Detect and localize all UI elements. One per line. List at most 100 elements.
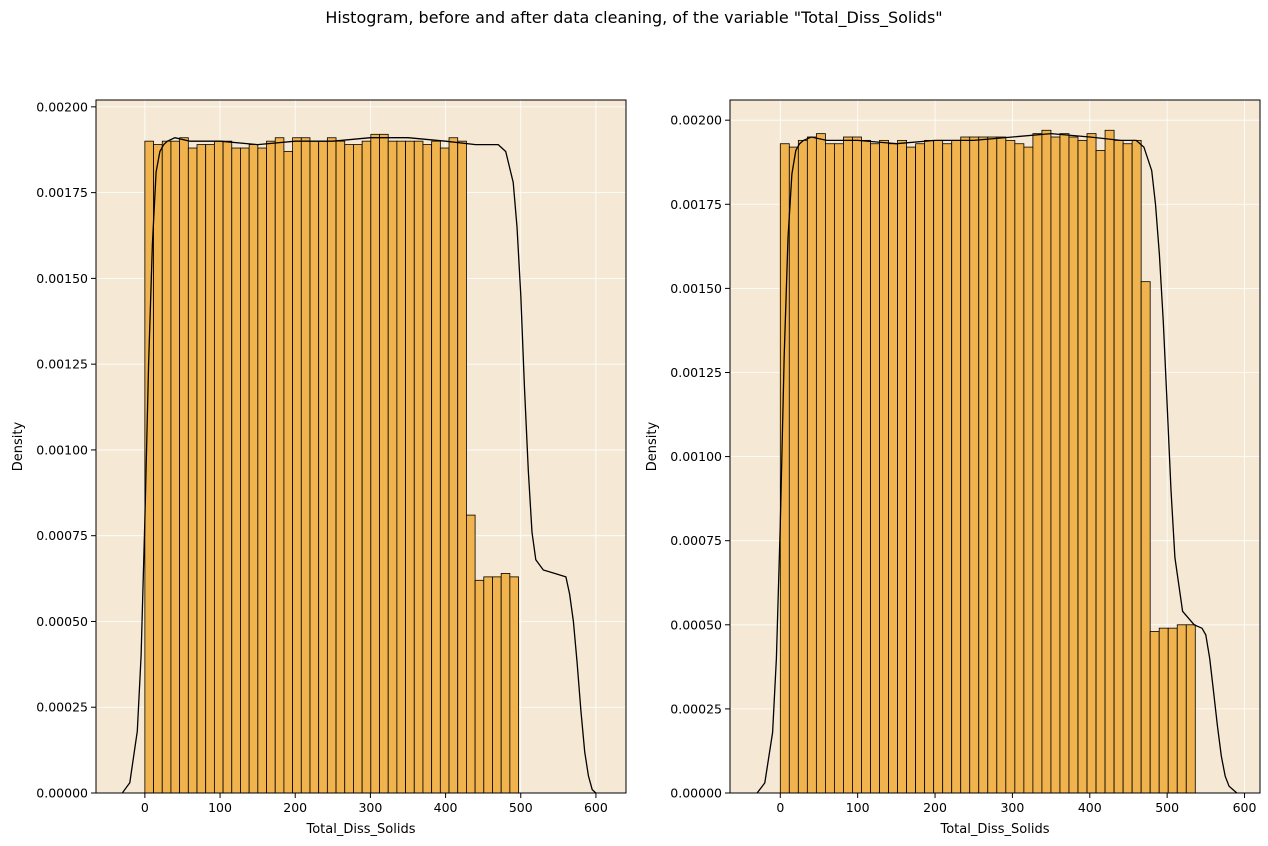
y-tick-label: 0.00125 [670, 365, 722, 380]
histogram-bar [1086, 133, 1097, 794]
histogram-bar [213, 140, 224, 794]
y-tick-label: 0.00100 [36, 442, 88, 457]
x-axis-label: Total_Diss_Solids [306, 822, 416, 837]
histogram-bar [500, 573, 511, 794]
histogram-bar [951, 139, 962, 794]
x-axis-label: Total_Diss_Solids [940, 822, 1050, 837]
histogram-bar [1113, 139, 1124, 794]
histogram-bar [1077, 139, 1088, 794]
histogram-bar [161, 140, 172, 794]
x-tick-label: 100 [846, 800, 870, 815]
histogram-bar [379, 133, 389, 794]
histogram-bar [439, 147, 450, 794]
histogram-bar [1185, 624, 1196, 794]
histogram-bar [888, 143, 898, 794]
kde-curve [121, 137, 597, 794]
histogram-bar [933, 139, 944, 794]
histogram-bar [1167, 627, 1178, 794]
x-tick-label: 200 [283, 800, 307, 815]
histogram-bar [870, 143, 880, 794]
histogram-bar [834, 143, 844, 794]
histogram-bar [257, 147, 267, 794]
histogram-bar [969, 136, 980, 794]
x-tick-label: 400 [434, 800, 458, 815]
x-tick-label: 0 [776, 800, 784, 815]
histogram-bar [797, 139, 808, 794]
histogram-bar [1131, 139, 1142, 794]
figure-title: Histogram, before and after data cleanin… [325, 8, 943, 27]
histogram-bar [1095, 150, 1106, 794]
histogram-bar [978, 136, 989, 794]
x-tick-label: 400 [1078, 800, 1102, 815]
histogram-bar [960, 136, 971, 794]
histogram-bar [897, 139, 907, 794]
histogram-bar [788, 146, 799, 794]
histogram-bar [196, 144, 207, 794]
x-tick-label: 0 [141, 800, 149, 815]
histogram-bar [1104, 129, 1115, 794]
histogram-bar [283, 151, 294, 794]
histogram-bar [1059, 133, 1070, 794]
histogram-bar [924, 139, 935, 794]
y-tick-label: 0.00125 [36, 357, 88, 372]
histogram-bar [222, 140, 233, 794]
y-tick-label: 0.00025 [670, 701, 722, 716]
histogram-bar [387, 140, 398, 794]
histogram-bar [153, 144, 163, 794]
histogram-bar [396, 140, 406, 794]
histogram-bar [309, 140, 320, 794]
y-tick-label: 0.00100 [670, 449, 722, 464]
histogram-bar [1140, 281, 1151, 794]
histogram-bar [987, 136, 998, 794]
y-tick-label: 0.00075 [36, 528, 88, 543]
histogram-bar [170, 140, 181, 794]
histogram-bar [300, 137, 311, 794]
histogram-bar [413, 140, 424, 794]
histogram-bar [1041, 129, 1052, 794]
histogram-after-cleaning: 0 100 200 300 400 500 600 0.00000 0.00025 0.00050… [645, 99, 1261, 837]
histogram-bar [326, 137, 337, 794]
histogram-bar [906, 146, 917, 794]
histogram-bar [248, 144, 259, 794]
histogram-bar [240, 147, 250, 794]
histogram-bar [825, 143, 835, 794]
x-tick-label: 200 [923, 800, 947, 815]
x-tick-label: 300 [358, 800, 382, 815]
histogram-bar [179, 137, 189, 794]
histogram-bar [815, 133, 826, 794]
histogram-bar [292, 137, 302, 794]
histogram-bar [335, 140, 346, 794]
y-tick-label: 0.00200 [670, 113, 722, 128]
histogram-bar [274, 137, 285, 794]
histogram-bar [1122, 143, 1133, 794]
histogram-bar [466, 514, 476, 794]
histogram-bar [483, 576, 493, 794]
histogram-bar [861, 139, 871, 794]
y-tick-label: 0.00150 [36, 271, 88, 286]
histogram-bar [422, 144, 433, 794]
histogram-bar [915, 143, 926, 794]
histogram-bar [1068, 136, 1079, 794]
histogram-bar [806, 136, 817, 794]
histogram-bar [942, 143, 953, 794]
histogram-bar [448, 137, 459, 794]
histogram-bar [361, 140, 372, 794]
y-tick-label: 0.00000 [670, 786, 722, 801]
histogram-bar [843, 136, 853, 794]
histogram-bar [1050, 136, 1061, 794]
y-tick-label: 0.00025 [36, 700, 88, 715]
histogram-bar [431, 140, 441, 794]
x-tick-label: 100 [208, 800, 232, 815]
y-tick-label: 0.00200 [36, 99, 88, 114]
histogram-bar [457, 140, 467, 794]
histogram-bar [1023, 146, 1034, 794]
histogram-bar [474, 579, 485, 794]
histogram-bar [231, 147, 241, 794]
histogram-bar [1149, 631, 1160, 794]
histogram-bar [852, 136, 862, 794]
x-tick-label: 600 [1233, 800, 1257, 815]
histogram-bar [187, 147, 198, 794]
histogram-before-cleaning: 0 100 200 300 400 500 600 0.00000 0.00025 0.00050… [11, 99, 627, 837]
x-tick-label: 600 [584, 800, 608, 815]
histogram-bar [370, 133, 380, 794]
